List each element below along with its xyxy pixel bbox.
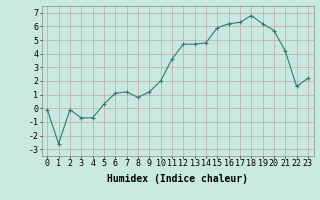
X-axis label: Humidex (Indice chaleur): Humidex (Indice chaleur) — [107, 174, 248, 184]
